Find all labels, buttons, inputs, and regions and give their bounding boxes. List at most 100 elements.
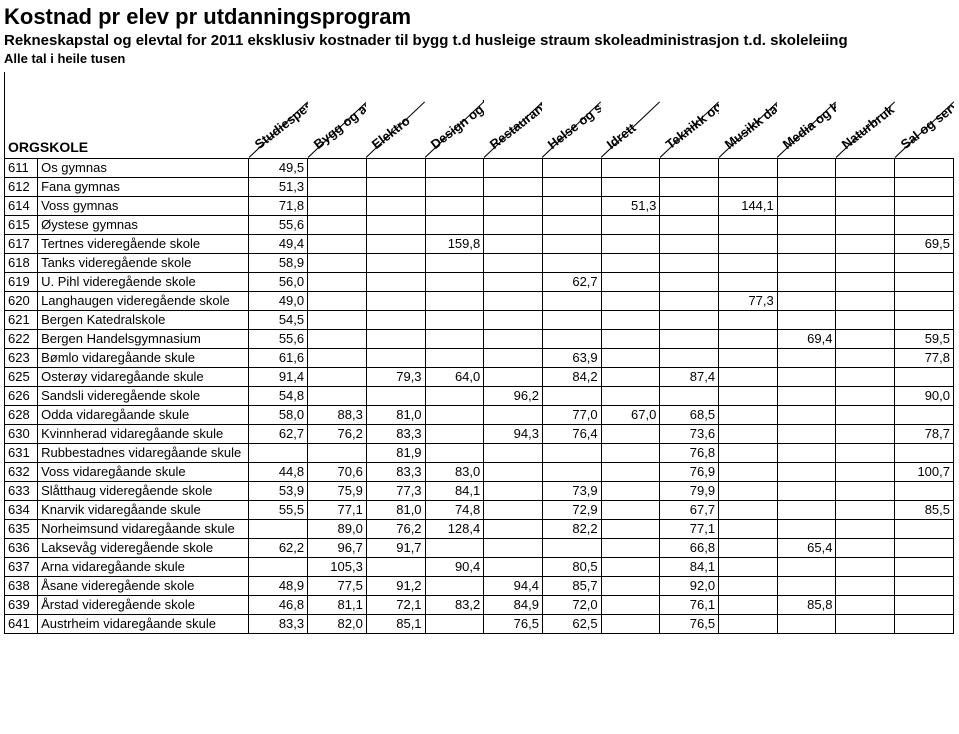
cell-value: 55,5 [249, 500, 308, 519]
cell-value [542, 329, 601, 348]
cell-value: 69,4 [777, 329, 836, 348]
cell-value [660, 272, 719, 291]
col-header: Design og handverk [425, 72, 484, 158]
cell-value [777, 576, 836, 595]
col-header: Teknikk og ind. prod. [660, 72, 719, 158]
cell-code: 634 [5, 500, 38, 519]
cell-value [719, 253, 778, 272]
cell-value [777, 557, 836, 576]
cell-value [542, 196, 601, 215]
cell-value: 92,0 [660, 576, 719, 595]
cell-value [777, 481, 836, 500]
cell-value [601, 386, 660, 405]
cell-value: 70,6 [308, 462, 367, 481]
cell-value [719, 158, 778, 177]
cell-name: Voss vidaregåande skule [38, 462, 249, 481]
cell-name: Arna vidaregåande skule [38, 557, 249, 576]
table-row: 622Bergen Handelsgymnasium55,669,459,5 [5, 329, 954, 348]
cell-value: 48,9 [249, 576, 308, 595]
cell-value [719, 443, 778, 462]
title-note: Alle tal i heile tusen [4, 51, 955, 66]
cell-value [484, 291, 543, 310]
cell-value: 49,5 [249, 158, 308, 177]
cell-value: 83,3 [366, 462, 425, 481]
col-header: Media og komm. [777, 72, 836, 158]
cell-name: Åsane videregående skole [38, 576, 249, 595]
cell-value: 82,2 [542, 519, 601, 538]
cell-value [895, 443, 954, 462]
cell-value [895, 614, 954, 633]
cell-value [895, 196, 954, 215]
cell-value: 94,3 [484, 424, 543, 443]
cell-value: 76,9 [660, 462, 719, 481]
cell-value [425, 424, 484, 443]
cell-value [601, 538, 660, 557]
cell-value: 67,0 [601, 405, 660, 424]
cell-code: 611 [5, 158, 38, 177]
cell-value: 51,3 [249, 177, 308, 196]
cell-value [719, 329, 778, 348]
cell-value: 62,5 [542, 614, 601, 633]
cell-value [484, 196, 543, 215]
cell-value [895, 177, 954, 196]
col-header: Helse og sosial [542, 72, 601, 158]
table-row: 618Tanks videregående skole58,9 [5, 253, 954, 272]
cell-value [895, 310, 954, 329]
title-sub: Rekneskapstal og elevtal for 2011 eksklu… [4, 32, 955, 49]
cell-value [484, 367, 543, 386]
cell-value: 77,3 [366, 481, 425, 500]
cell-value: 79,3 [366, 367, 425, 386]
cell-value [895, 519, 954, 538]
cell-value [836, 348, 895, 367]
cell-name: Bergen Katedralskole [38, 310, 249, 329]
cell-value [777, 405, 836, 424]
cell-value [308, 253, 367, 272]
col-code-label: ORG [8, 139, 40, 155]
cell-value [425, 177, 484, 196]
cost-table-wrap: ORGSKOLE Studiespes.Bygg og anleggElektr… [4, 72, 955, 634]
cell-value: 83,2 [425, 595, 484, 614]
cell-value [425, 253, 484, 272]
cell-value: 96,2 [484, 386, 543, 405]
cell-value [895, 576, 954, 595]
cell-code: 617 [5, 234, 38, 253]
cell-value [601, 158, 660, 177]
col-header: Naturbruk [836, 72, 895, 158]
table-row: 631Rubbestadnes vidaregåande skule81,976… [5, 443, 954, 462]
cell-value [542, 215, 601, 234]
cell-value: 81,0 [366, 500, 425, 519]
cell-value [484, 234, 543, 253]
table-row: 625Osterøy vidaregåande skule91,479,364,… [5, 367, 954, 386]
cell-code: 619 [5, 272, 38, 291]
cell-value [425, 538, 484, 557]
cell-code: 621 [5, 310, 38, 329]
cell-value [542, 291, 601, 310]
table-body: 611Os gymnas49,5612Fana gymnas51,3614Vos… [5, 158, 954, 633]
cell-name: Odda vidaregåande skule [38, 405, 249, 424]
cell-value [836, 386, 895, 405]
cell-value [484, 177, 543, 196]
col-header: Bygg og anlegg [308, 72, 367, 158]
cell-value [425, 348, 484, 367]
table-row: 637Arna vidaregåande skule105,390,480,58… [5, 557, 954, 576]
cell-name: Bømlo vidaregåande skule [38, 348, 249, 367]
cell-value [425, 386, 484, 405]
cell-value [366, 158, 425, 177]
cell-value [601, 291, 660, 310]
cell-value [719, 348, 778, 367]
cell-value [836, 291, 895, 310]
cell-value: 87,4 [660, 367, 719, 386]
cell-value [895, 557, 954, 576]
cell-value [542, 538, 601, 557]
cell-value [836, 310, 895, 329]
cell-value [719, 462, 778, 481]
col-header-label: Idrett [604, 120, 639, 152]
col-header-label: Studiespes. [252, 95, 308, 152]
cell-value [249, 519, 308, 538]
cell-value [425, 310, 484, 329]
cell-value: 63,9 [542, 348, 601, 367]
cell-value [660, 158, 719, 177]
cell-code: 625 [5, 367, 38, 386]
cell-name: Voss gymnas [38, 196, 249, 215]
cell-value [895, 367, 954, 386]
